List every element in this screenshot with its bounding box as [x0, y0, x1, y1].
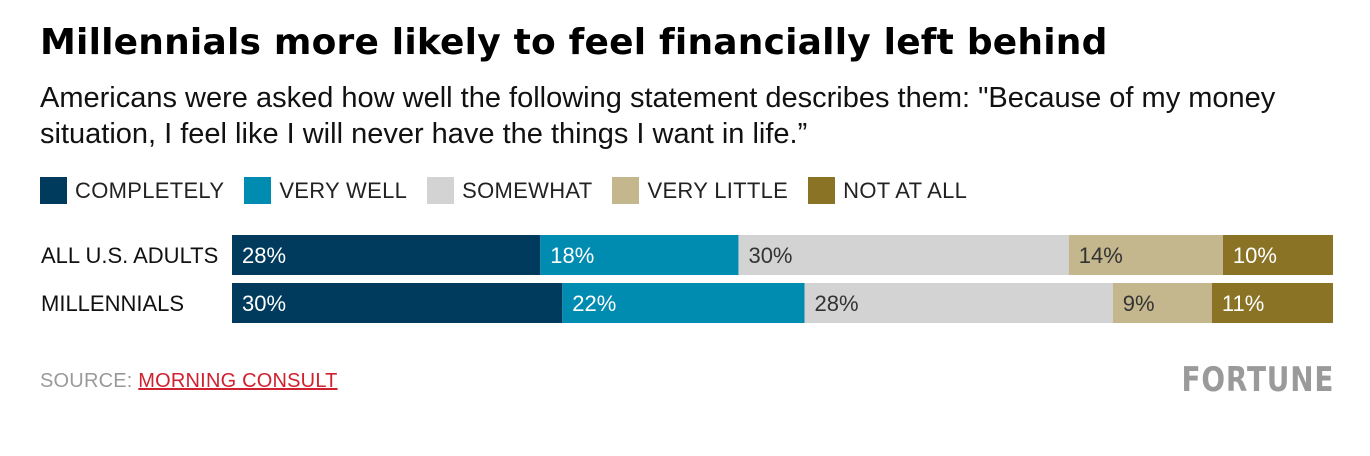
data-label-millennials-completely: 30%	[242, 291, 286, 316]
legend-swatch-very-well	[244, 177, 271, 204]
chart-subtitle: Americans were asked how well the follow…	[40, 80, 1330, 152]
fortune-logo: FORTUNE	[1181, 360, 1334, 400]
data-label-millennials-very-little: 9%	[1123, 291, 1155, 316]
legend-item-not-at-all: NOT AT ALL	[808, 177, 967, 204]
legend-item-very-well: VERY WELL	[244, 177, 407, 204]
data-label-millennials-somewhat: 28%	[815, 291, 859, 316]
legend-item-somewhat: SOMEWHAT	[427, 177, 592, 204]
legend-label-somewhat: SOMEWHAT	[462, 178, 592, 204]
source-link[interactable]: MORNING CONSULT	[138, 370, 337, 392]
legend-swatch-completely	[40, 177, 67, 204]
category-label-all-u-s-adults: ALL U.S. ADULTS	[41, 243, 218, 268]
legend-swatch-somewhat	[427, 177, 454, 204]
data-label-millennials-very-well: 22%	[572, 291, 616, 316]
legend: COMPLETELY VERY WELL SOMEWHAT VERY LITTLE NO…	[40, 177, 987, 204]
legend-label-very-well: VERY WELL	[279, 178, 407, 204]
stacked-bar-chart: ALL U.S. ADULTS 28% 18% 30% 14% 10% MILLENNIAL…	[0, 225, 1370, 335]
data-label-all-u-s-adults-very-little: 14%	[1079, 243, 1123, 268]
chart-title: Millennials more likely to feel financia…	[40, 22, 1108, 63]
legend-label-very-little: VERY LITTLE	[647, 178, 788, 204]
source-prefix: SOURCE:	[40, 370, 138, 392]
data-label-all-u-s-adults-somewhat: 30%	[748, 243, 792, 268]
data-label-all-u-s-adults-very-well: 18%	[550, 243, 594, 268]
legend-label-completely: COMPLETELY	[75, 178, 224, 204]
legend-swatch-very-little	[612, 177, 639, 204]
data-label-all-u-s-adults-not-at-all: 10%	[1233, 243, 1277, 268]
data-label-millennials-not-at-all: 11%	[1222, 291, 1264, 316]
legend-label-not-at-all: NOT AT ALL	[843, 178, 967, 204]
source-note: SOURCE: MORNING CONSULT	[40, 370, 338, 393]
category-label-millennials: MILLENNIALS	[41, 291, 184, 316]
legend-swatch-not-at-all	[808, 177, 835, 204]
data-label-all-u-s-adults-completely: 28%	[242, 243, 286, 268]
legend-item-completely: COMPLETELY	[40, 177, 224, 204]
legend-item-very-little: VERY LITTLE	[612, 177, 788, 204]
